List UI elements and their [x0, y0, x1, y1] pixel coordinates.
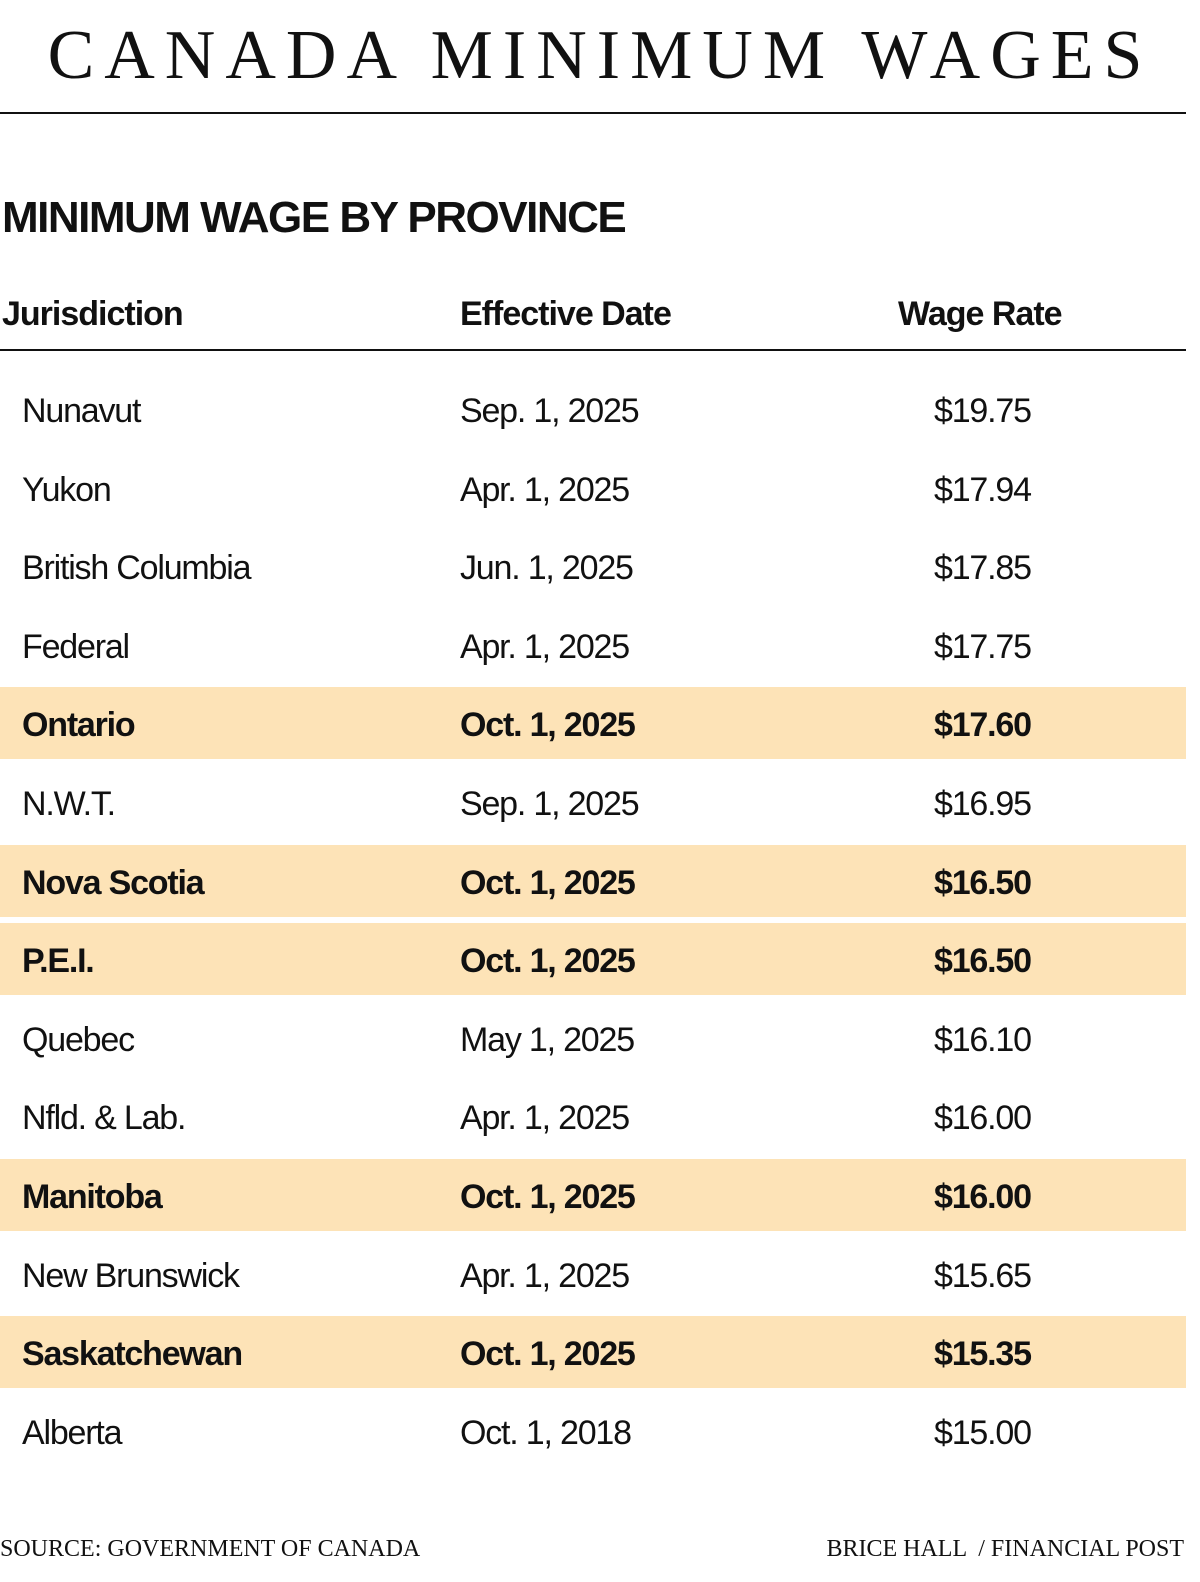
- table-row: N.W.T. Sep. 1, 2025 $16.95: [0, 766, 1186, 838]
- cell-jurisdiction: Nunavut: [22, 392, 141, 430]
- cell-jurisdiction: Alberta: [22, 1413, 123, 1452]
- section-title: MINIMUM WAGE BY PROVINCE: [2, 193, 627, 242]
- table-row: Alberta Oct. 1, 2018 $15.00: [0, 1395, 1186, 1467]
- cell-effective-date: Apr. 1, 2025: [460, 470, 630, 509]
- cell-effective-date: Apr. 1, 2025: [460, 1099, 630, 1138]
- cell-effective-date: Oct. 1, 2025: [460, 863, 636, 902]
- header-divider: [0, 349, 1186, 351]
- cell-jurisdiction: Ontario: [22, 706, 136, 745]
- table-row: Manitoba Oct. 1, 2025 $16.00: [0, 1158, 1186, 1231]
- cell-wage-rate: $17.60: [934, 706, 1032, 745]
- cell-wage-rate: $17.85: [934, 549, 1032, 588]
- cell-effective-date: Jun. 1, 2025: [460, 549, 634, 588]
- cell-effective-date: Oct. 1, 2018: [460, 1413, 632, 1452]
- cell-wage-rate: $15.35: [934, 1335, 1032, 1374]
- cell-jurisdiction: Manitoba: [22, 1177, 163, 1216]
- column-header-effective-date: Effective Date: [460, 295, 672, 333]
- cell-effective-date: Apr. 1, 2025: [460, 1256, 630, 1295]
- title-divider: [0, 112, 1186, 114]
- cell-effective-date: Oct. 1, 2025: [460, 1177, 636, 1216]
- table-row: Nova Scotia Oct. 1, 2025 $16.50: [0, 844, 1186, 917]
- cell-wage-rate: $17.75: [934, 627, 1032, 666]
- cell-jurisdiction: New Brunswick: [22, 1256, 240, 1295]
- cell-wage-rate: $16.95: [934, 784, 1032, 823]
- cell-wage-rate: $16.50: [934, 942, 1032, 981]
- table-row: Federal Apr. 1, 2025 $17.75: [0, 609, 1186, 681]
- table-row: Quebec May 1, 2025 $16.10: [0, 1002, 1186, 1074]
- cell-wage-rate: $15.00: [934, 1413, 1032, 1452]
- cell-jurisdiction: N.W.T.: [22, 784, 116, 823]
- cell-effective-date: Oct. 1, 2025: [460, 1335, 636, 1374]
- cell-effective-date: Oct. 1, 2025: [460, 942, 636, 981]
- table-header: Jurisdiction Effective Date Wage Rate: [0, 290, 1186, 350]
- cell-wage-rate: $17.94: [934, 470, 1032, 509]
- cell-effective-date: Sep. 1, 2025: [460, 784, 640, 823]
- table-body: Nunavut Sep. 1, 2025 $19.75 Yukon Apr. 1, 20…: [0, 373, 1186, 1473]
- cell-jurisdiction: Saskatchewan: [22, 1335, 243, 1374]
- table-row: P.E.I. Oct. 1, 2025 $16.50: [0, 923, 1186, 996]
- table-row: Nunavut Sep. 1, 2025 $19.75: [0, 373, 1186, 445]
- table-row: Ontario Oct. 1, 2025 $17.60: [0, 687, 1186, 760]
- table-row: New Brunswick Apr. 1, 2025 $15.65: [0, 1238, 1186, 1310]
- cell-wage-rate: $16.00: [934, 1177, 1032, 1216]
- credit-note: BRICE HALL / FINANCIAL POST: [826, 1536, 1184, 1562]
- cell-jurisdiction: P.E.I.: [22, 942, 95, 981]
- column-header-jurisdiction: Jurisdiction: [2, 295, 184, 333]
- table-row: Yukon Apr. 1, 2025 $17.94: [0, 452, 1186, 524]
- cell-wage-rate: $16.50: [934, 863, 1032, 902]
- cell-effective-date: Sep. 1, 2025: [460, 392, 640, 430]
- table-row: British Columbia Jun. 1, 2025 $17.85: [0, 530, 1186, 602]
- column-header-wage-rate: Wage Rate: [898, 295, 1063, 333]
- cell-jurisdiction: Quebec: [22, 1020, 135, 1059]
- cell-effective-date: May 1, 2025: [460, 1020, 635, 1059]
- cell-wage-rate: $16.10: [934, 1020, 1032, 1059]
- cell-wage-rate: $15.65: [934, 1256, 1032, 1295]
- cell-jurisdiction: British Columbia: [22, 549, 252, 588]
- cell-wage-rate: $16.00: [934, 1099, 1032, 1138]
- cell-wage-rate: $19.75: [934, 392, 1032, 430]
- cell-jurisdiction: Nova Scotia: [22, 863, 205, 902]
- cell-jurisdiction: Yukon: [22, 470, 112, 509]
- table-row: Nfld. & Lab. Apr. 1, 2025 $16.00: [0, 1080, 1186, 1152]
- cell-effective-date: Apr. 1, 2025: [460, 627, 630, 666]
- cell-effective-date: Oct. 1, 2025: [460, 706, 636, 745]
- page-title: CANADA MINIMUM WAGES: [47, 17, 1153, 94]
- cell-jurisdiction: Nfld. & Lab.: [22, 1099, 186, 1138]
- cell-jurisdiction: Federal: [22, 627, 130, 666]
- table-row: Saskatchewan Oct. 1, 2025 $15.35: [0, 1316, 1186, 1389]
- source-note: SOURCE: GOVERNMENT OF CANADA: [0, 1536, 421, 1562]
